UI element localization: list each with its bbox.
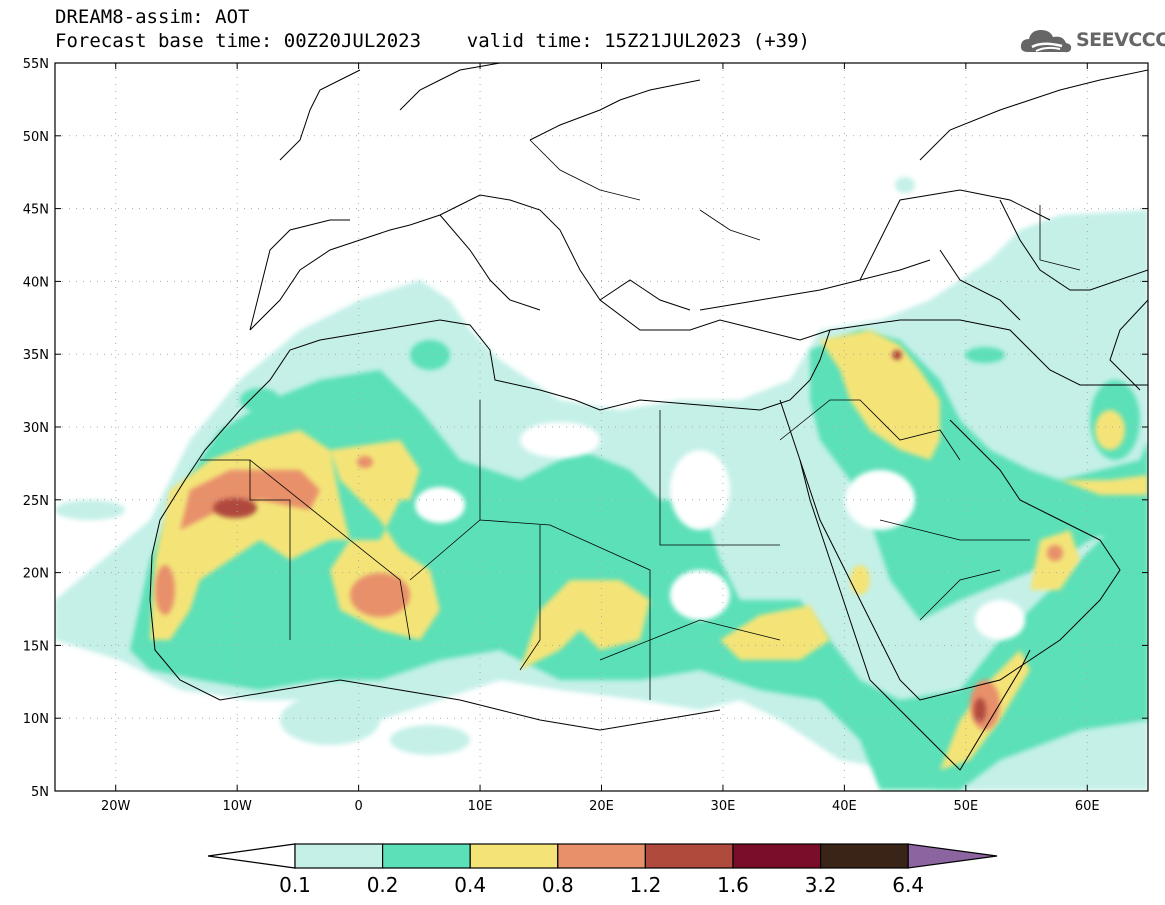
coastlines xyxy=(149,63,1148,771)
lon-tick-label: 10E xyxy=(468,799,493,814)
colorbar-label: 6.4 xyxy=(892,873,924,897)
colorbar: 0.1 0.2 0.4 0.8 1.2 1.6 3.2 6.4 xyxy=(207,843,998,897)
lat-tick-label: 10N xyxy=(23,712,49,727)
lat-tick-label: 20N xyxy=(23,567,49,582)
title-line-2: Forecast base time: 00Z20JUL2023 valid t… xyxy=(55,30,810,52)
seevccc-logo: SEEVCCC xyxy=(1018,22,1165,58)
lat-tick-label: 50N xyxy=(23,130,49,145)
cloud-icon xyxy=(1020,30,1072,53)
colorbar-swatch xyxy=(732,843,822,869)
colorbar-label: 1.2 xyxy=(629,873,661,897)
lon-tick-label: 30E xyxy=(711,799,736,814)
colorbar-swatch xyxy=(819,843,909,869)
colorbar-swatch xyxy=(382,843,471,869)
colorbar-swatch xyxy=(557,843,646,869)
colorbar-under-triangle xyxy=(207,843,296,869)
lat-tick-label: 25N xyxy=(23,494,49,509)
lat-tick-label: 5N xyxy=(31,785,49,800)
lon-tick-label: 10W xyxy=(222,799,252,814)
colorbar-swatch xyxy=(294,843,384,869)
lon-tick-label: 20W xyxy=(101,799,131,814)
longitude-labels: 20W 10W 0 10E 20E 30E 40E 50E 60E xyxy=(101,799,1100,814)
lat-tick-label: 55N xyxy=(23,57,49,72)
colorbar-swatch xyxy=(469,843,559,869)
colorbar-label: 0.1 xyxy=(279,873,311,897)
borders xyxy=(200,139,1081,700)
logo-text: SEEVCCC xyxy=(1076,29,1165,51)
latitude-labels: 55N 50N 45N 40N 35N 30N 25N 20N 15N 10N 5N xyxy=(23,57,49,800)
lon-tick-label: 0 xyxy=(354,799,362,814)
lat-tick-label: 30N xyxy=(23,421,49,436)
colorbar-swatch xyxy=(644,843,734,869)
lat-tick-label: 15N xyxy=(23,639,49,654)
lat-tick-label: 45N xyxy=(23,203,49,218)
colorbar-label: 0.2 xyxy=(367,873,399,897)
longitude-ticks xyxy=(115,63,1088,791)
lat-tick-label: 40N xyxy=(23,275,49,290)
latitude-ticks xyxy=(55,62,1148,792)
colorbar-label: 0.8 xyxy=(542,873,574,897)
lon-tick-label: 40E xyxy=(832,799,857,814)
colorbar-label: 3.2 xyxy=(805,873,837,897)
lon-tick-label: 50E xyxy=(953,799,978,814)
lat-tick-label: 35N xyxy=(23,348,49,363)
lon-tick-label: 60E xyxy=(1075,799,1100,814)
lon-tick-label: 20E xyxy=(589,799,614,814)
colorbar-label: 0.4 xyxy=(454,873,486,897)
colorbar-label: 1.6 xyxy=(717,873,749,897)
title-line-1: DREAM8-assim: AOT xyxy=(55,6,250,28)
colorbar-over-triangle xyxy=(907,843,998,869)
